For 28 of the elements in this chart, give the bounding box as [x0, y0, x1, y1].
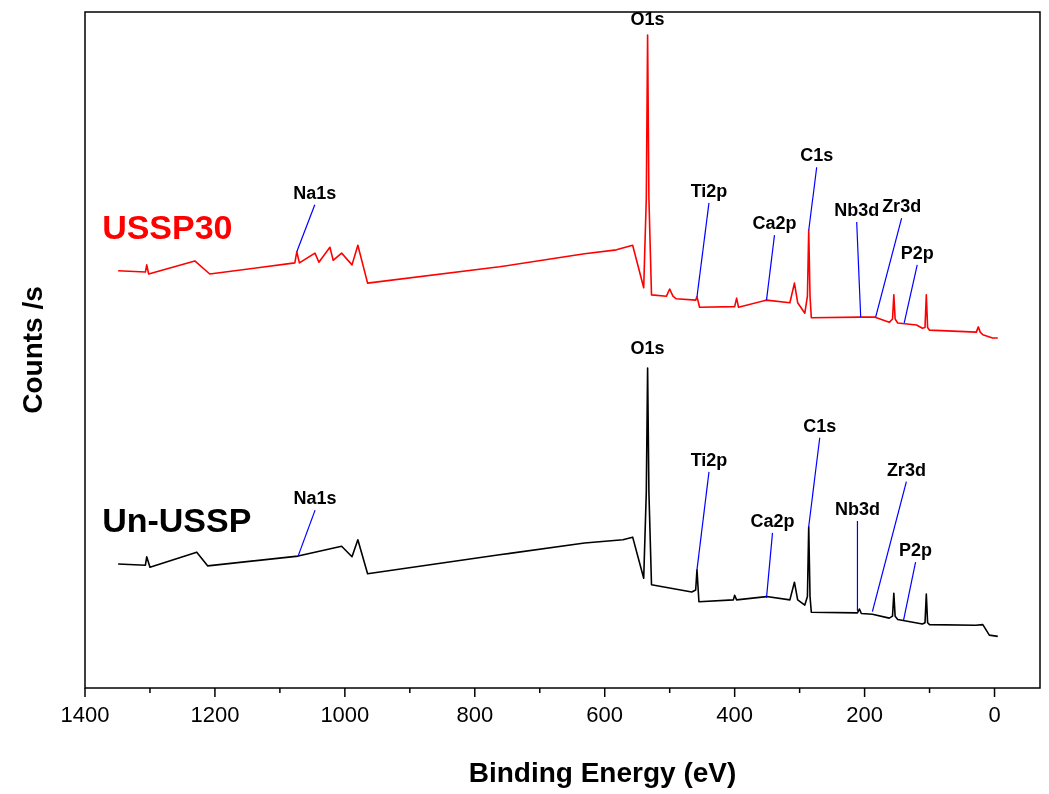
annotation: O1s	[630, 9, 665, 29]
annotation: Na1s	[293, 488, 337, 509]
annotation: Ti2p	[690, 180, 728, 201]
annotation: Nb3d	[834, 498, 880, 519]
annotation: Ti2p	[690, 449, 728, 470]
x-tick-label: 1400	[60, 702, 110, 727]
series-label: Un-USSP	[102, 500, 252, 539]
x-tick-label: 800	[456, 702, 494, 727]
x-tick-label: 200	[846, 702, 883, 727]
y-axis-title: Counts /s	[17, 286, 48, 414]
x-tick-label: 1000	[320, 702, 370, 727]
annotation: C1s	[803, 415, 837, 436]
annotation: Zr3d	[886, 459, 926, 480]
x-tick-label: 1200	[190, 702, 240, 727]
annotation: Ca2p	[752, 213, 797, 234]
annotation: C1s	[800, 145, 834, 166]
annotation: P2p	[899, 540, 933, 561]
x-tick-label: 400	[716, 702, 754, 727]
x-tick-label: 0	[988, 702, 1001, 727]
annotation: Zr3d	[882, 196, 922, 217]
annotation: Ca2p	[750, 510, 795, 531]
series-label: USSP30	[102, 207, 233, 246]
annotation: Na1s	[293, 182, 337, 203]
annotation: Nb3d	[834, 200, 880, 221]
annotation: P2p	[900, 242, 934, 263]
x-tick-label: 600	[586, 702, 624, 727]
annotation: O1s	[630, 338, 665, 359]
x-axis-title: Binding Energy (eV)	[468, 757, 737, 788]
